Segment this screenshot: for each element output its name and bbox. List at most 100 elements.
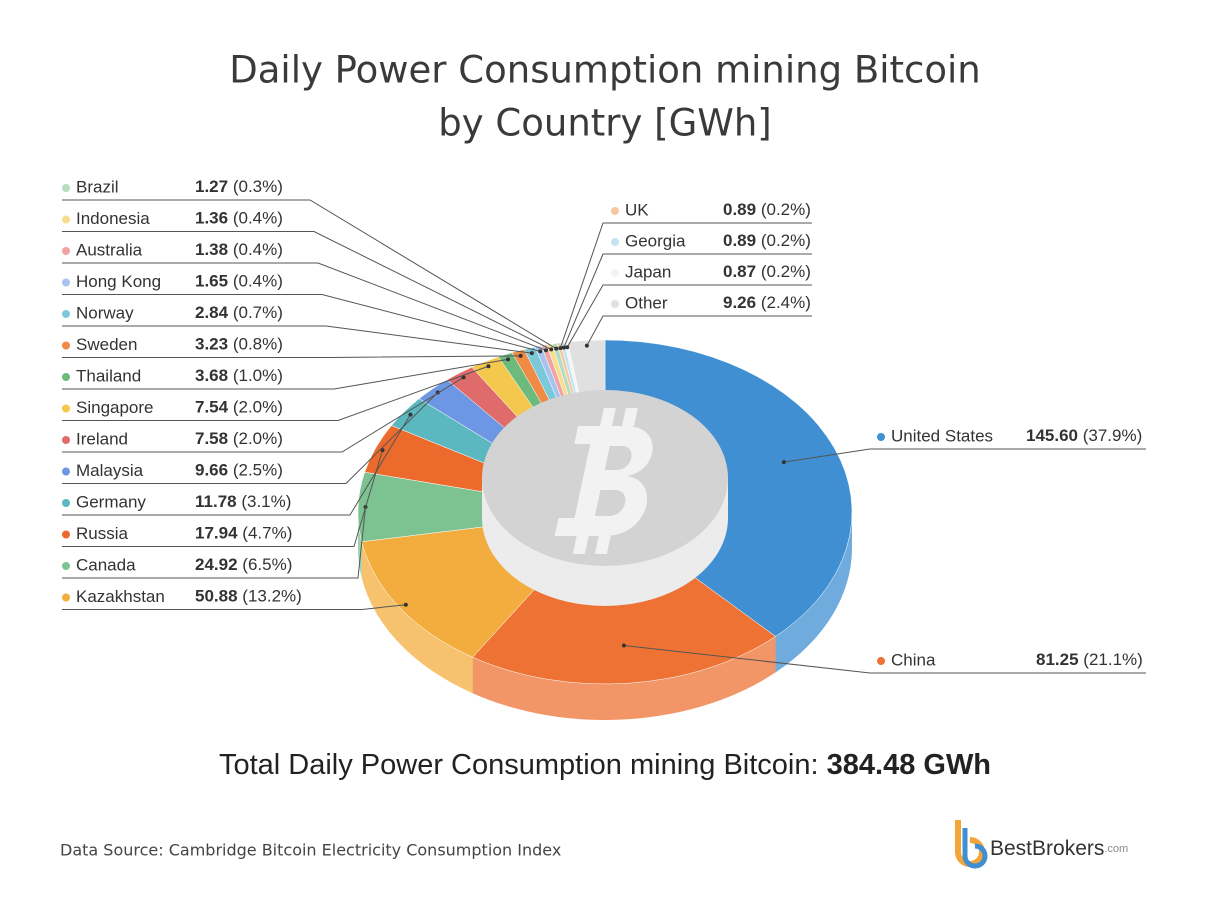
value: 24.92 — [195, 555, 238, 574]
legend-dot — [611, 207, 619, 215]
source: Data Source: Cambridge Bitcoin Electrici… — [60, 841, 561, 860]
share: (37.9%) — [1083, 426, 1143, 445]
value: 81.25 — [1036, 650, 1079, 669]
legend-label: Russia — [76, 524, 129, 543]
leader-line — [62, 392, 439, 484]
leader-line — [62, 506, 367, 579]
leader-line — [623, 645, 1146, 674]
value: 9.66 — [195, 461, 228, 480]
leader-dot — [549, 347, 554, 352]
leader-line — [62, 262, 547, 351]
leader-line — [559, 222, 812, 349]
legend-dot — [611, 300, 619, 308]
value-label: 1.38 (0.4%) — [195, 240, 283, 259]
legend-dot — [62, 373, 70, 381]
legend-label: Norway — [76, 303, 134, 322]
chart-title: Daily Power Consumption mining Bitcoin — [229, 49, 980, 92]
value-label: 1.65 (0.4%) — [195, 272, 283, 291]
leader-line — [62, 449, 384, 547]
legend-label: Ireland — [76, 429, 128, 448]
leader-line — [62, 231, 552, 350]
share: (2.0%) — [233, 429, 283, 448]
leader-dot — [486, 364, 491, 369]
leader-dot — [621, 643, 626, 648]
share: (6.5%) — [242, 555, 292, 574]
share: (4.7%) — [242, 524, 292, 543]
legend-dot — [62, 341, 70, 350]
value-label: 0.89 (0.2%) — [723, 200, 811, 219]
legend-dot — [62, 530, 70, 539]
legend-dot — [62, 593, 70, 602]
leader-line — [62, 604, 406, 610]
legend-label: Singapore — [76, 398, 154, 417]
legend-label: Japan — [625, 262, 671, 281]
leader-dot — [380, 448, 385, 453]
leader-dot — [403, 602, 408, 607]
leader-dot — [408, 412, 413, 417]
leader-line — [62, 355, 521, 358]
brand-suffix: .com — [1104, 843, 1128, 855]
legend-label: Hong Kong — [76, 272, 161, 291]
legend-dot — [62, 247, 70, 255]
leader-line — [62, 294, 541, 352]
value-label: 81.25 (21.1%) — [1036, 650, 1143, 669]
leader-line — [566, 284, 812, 348]
share: (21.1%) — [1083, 650, 1143, 669]
legend-dot — [62, 562, 70, 570]
leader-line — [62, 325, 532, 354]
value: 145.60 — [1026, 426, 1078, 445]
share: (0.2%) — [761, 262, 811, 281]
value-label: 7.54 (2.0%) — [195, 398, 283, 417]
slice-side — [775, 512, 852, 673]
value-label: 24.92 (6.5%) — [195, 555, 292, 574]
value: 7.54 — [195, 398, 229, 417]
leader-dot — [554, 346, 559, 351]
brand-name: BestBrokers — [990, 837, 1104, 860]
leader-dot — [461, 375, 466, 380]
logo: BestBrokers.com — [955, 820, 1128, 869]
legend-label: Australia — [76, 240, 143, 259]
value-label: 11.78 (3.1%) — [195, 492, 291, 511]
legend-dot — [62, 215, 70, 224]
legend-label: Sweden — [76, 335, 137, 354]
brand: BestBrokers.com — [990, 837, 1128, 860]
legend-label: Other — [625, 293, 668, 312]
legend-dot — [62, 310, 70, 318]
value-label: 1.36 (0.4%) — [195, 209, 283, 228]
value-label: 145.60 (37.9%) — [1026, 426, 1142, 445]
value-label: 7.58 (2.0%) — [195, 429, 283, 448]
total-label: Total Daily Power Consumption mining Bit… — [219, 749, 819, 781]
value: 3.23 — [195, 335, 228, 354]
leader-dot — [506, 357, 511, 362]
leader-dot — [543, 348, 548, 353]
legend-label: Thailand — [76, 366, 141, 385]
share: (2.5%) — [233, 461, 283, 480]
value: 1.38 — [195, 240, 228, 259]
leader-dot — [565, 345, 570, 350]
share: (2.4%) — [761, 293, 811, 312]
legend-label: Kazakhstan — [76, 587, 165, 606]
chart-title: by Country [GWh] — [438, 102, 771, 145]
value-label: 17.94 (4.7%) — [195, 524, 292, 543]
leader-dot — [518, 353, 523, 358]
value-label: 2.84 (0.7%) — [195, 303, 283, 322]
total: Total Daily Power Consumption mining Bit… — [219, 749, 991, 781]
legend-label: United States — [891, 426, 993, 445]
labels: Kazakhstan 50.88 (13.2%) Canada 24.92 (6.5%… — [62, 177, 1146, 674]
value: 17.94 — [195, 524, 238, 543]
value-label: 1.27 (0.3%) — [195, 177, 283, 196]
leader-line — [783, 448, 1146, 463]
value-label: 0.89 (0.2%) — [723, 231, 811, 250]
share: (0.4%) — [233, 209, 283, 228]
value: 9.26 — [723, 293, 756, 312]
value-label: 3.23 (0.8%) — [195, 335, 283, 354]
value: 0.89 — [723, 200, 756, 219]
value-label: 0.87 (0.2%) — [723, 262, 811, 281]
value: 1.27 — [195, 177, 228, 196]
value: 3.68 — [195, 366, 228, 385]
leader-line — [62, 376, 464, 453]
leader-line — [586, 315, 812, 346]
legend-label: China — [891, 650, 936, 669]
legend-dot — [877, 433, 885, 441]
value: 2.84 — [195, 303, 229, 322]
